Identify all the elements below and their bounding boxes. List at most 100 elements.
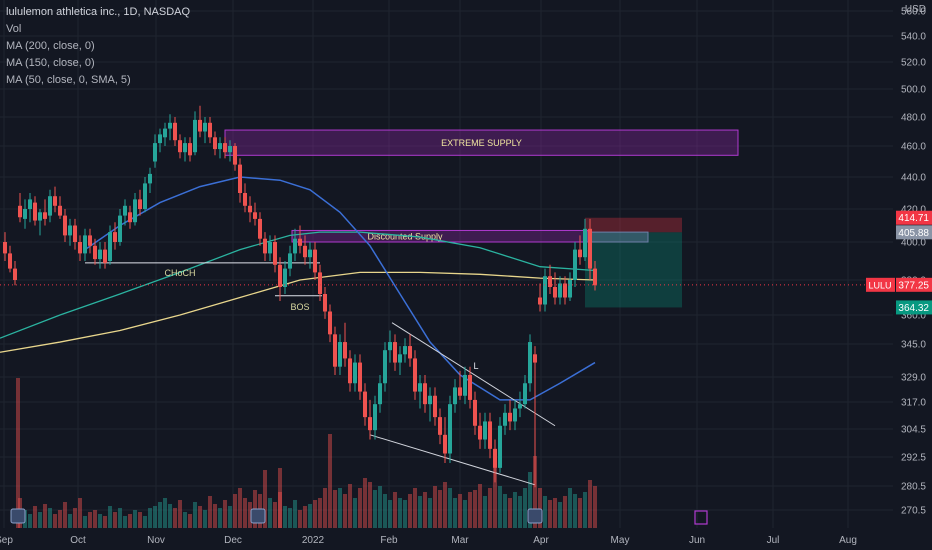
- candle-body: [413, 358, 417, 392]
- candle: [453, 379, 457, 413]
- candle: [318, 264, 322, 301]
- candle-body: [113, 232, 117, 242]
- volume-bar: [543, 496, 547, 528]
- candle: [193, 111, 197, 156]
- volume-bar: [293, 500, 297, 528]
- candle-body: [288, 253, 292, 269]
- candle: [183, 137, 187, 162]
- volume-bar: [203, 510, 207, 528]
- candle-body: [518, 404, 522, 409]
- volume-bar: [48, 508, 52, 528]
- volume-bar: [313, 500, 317, 528]
- entry-box: [589, 231, 649, 243]
- candle-body: [183, 143, 187, 153]
- volume-bar: [468, 492, 472, 528]
- candle-body: [298, 238, 302, 246]
- volume-bar: [233, 494, 237, 528]
- volume-bar: [168, 504, 172, 528]
- candle: [23, 199, 27, 229]
- volume-bar: [583, 492, 587, 528]
- candle-body: [93, 245, 97, 260]
- volume-bar: [198, 506, 202, 528]
- candle-body: [353, 362, 357, 384]
- volume-bar: [333, 490, 337, 528]
- candle: [308, 242, 312, 269]
- volume-bar: [408, 494, 412, 528]
- candle-body: [293, 238, 297, 254]
- candle: [548, 264, 552, 294]
- volume-bar: [498, 486, 502, 528]
- volume-bar: [453, 498, 457, 528]
- candle-body: [58, 205, 62, 216]
- candle: [463, 366, 467, 405]
- candle-body: [253, 212, 257, 219]
- candle: [473, 391, 477, 435]
- candle-body: [188, 143, 192, 156]
- event-markers: [10, 508, 708, 525]
- candle-body: [18, 205, 22, 218]
- candle-body: [488, 421, 492, 449]
- candle-body: [193, 119, 197, 153]
- candle: [338, 334, 342, 375]
- y-tick-label: 270.5: [901, 506, 926, 517]
- volume-bar: [593, 486, 597, 528]
- volume-bar: [243, 498, 247, 528]
- earnings-marker-icon: [250, 508, 266, 524]
- volume-bar: [153, 506, 157, 528]
- volume-bar: [178, 500, 182, 528]
- volume-bar: [68, 514, 72, 528]
- candle: [518, 391, 522, 418]
- volume-bar: [388, 500, 392, 528]
- candle: [148, 167, 152, 193]
- candle-body: [453, 387, 457, 405]
- candle-body: [423, 383, 427, 405]
- candle-body: [28, 199, 32, 209]
- price-tag: [896, 277, 932, 292]
- candle-body: [408, 346, 412, 359]
- volume-bar: [183, 512, 187, 528]
- candle-body: [373, 404, 377, 431]
- candle: [333, 326, 337, 375]
- candle-body: [563, 283, 567, 298]
- candle: [173, 117, 177, 146]
- volume-bar: [43, 504, 47, 528]
- price-tag: [896, 225, 932, 240]
- candle-body: [428, 395, 432, 405]
- candle: [73, 218, 77, 250]
- candle: [408, 334, 412, 367]
- candle: [523, 374, 527, 409]
- candle: [528, 334, 532, 392]
- price-tag: [896, 300, 932, 315]
- candle-body: [168, 122, 172, 129]
- candle-body: [233, 146, 237, 165]
- candle-body: [133, 199, 137, 223]
- candle-body: [493, 448, 497, 468]
- volume-bar: [318, 498, 322, 528]
- candle-body: [88, 235, 92, 246]
- candle-body: [273, 242, 277, 265]
- candle-body: [463, 374, 467, 396]
- candle: [3, 232, 7, 261]
- candle-body: [278, 264, 282, 287]
- candle: [313, 242, 317, 280]
- chart-legend: lululemon athletica inc., 1D, NASDAQ Vol…: [6, 4, 190, 89]
- candle: [273, 235, 277, 273]
- volume-bar: [108, 506, 112, 528]
- volume-bar: [303, 506, 307, 528]
- x-tick-label: Jun: [689, 535, 705, 546]
- candle-body: [528, 342, 532, 384]
- candle-body: [523, 383, 527, 405]
- volume-bar: [538, 488, 542, 528]
- y-tick-label: 460.0: [901, 142, 926, 153]
- candle: [398, 346, 402, 375]
- volume-bar: [578, 498, 582, 528]
- candle: [588, 218, 592, 280]
- volume-bar: [63, 502, 67, 528]
- candle-body: [23, 209, 27, 219]
- candle-body: [328, 311, 332, 335]
- y-tick-label: 560.0: [901, 7, 926, 18]
- volume-bar: [553, 498, 557, 528]
- volume-bar: [248, 502, 252, 528]
- candle: [478, 412, 482, 449]
